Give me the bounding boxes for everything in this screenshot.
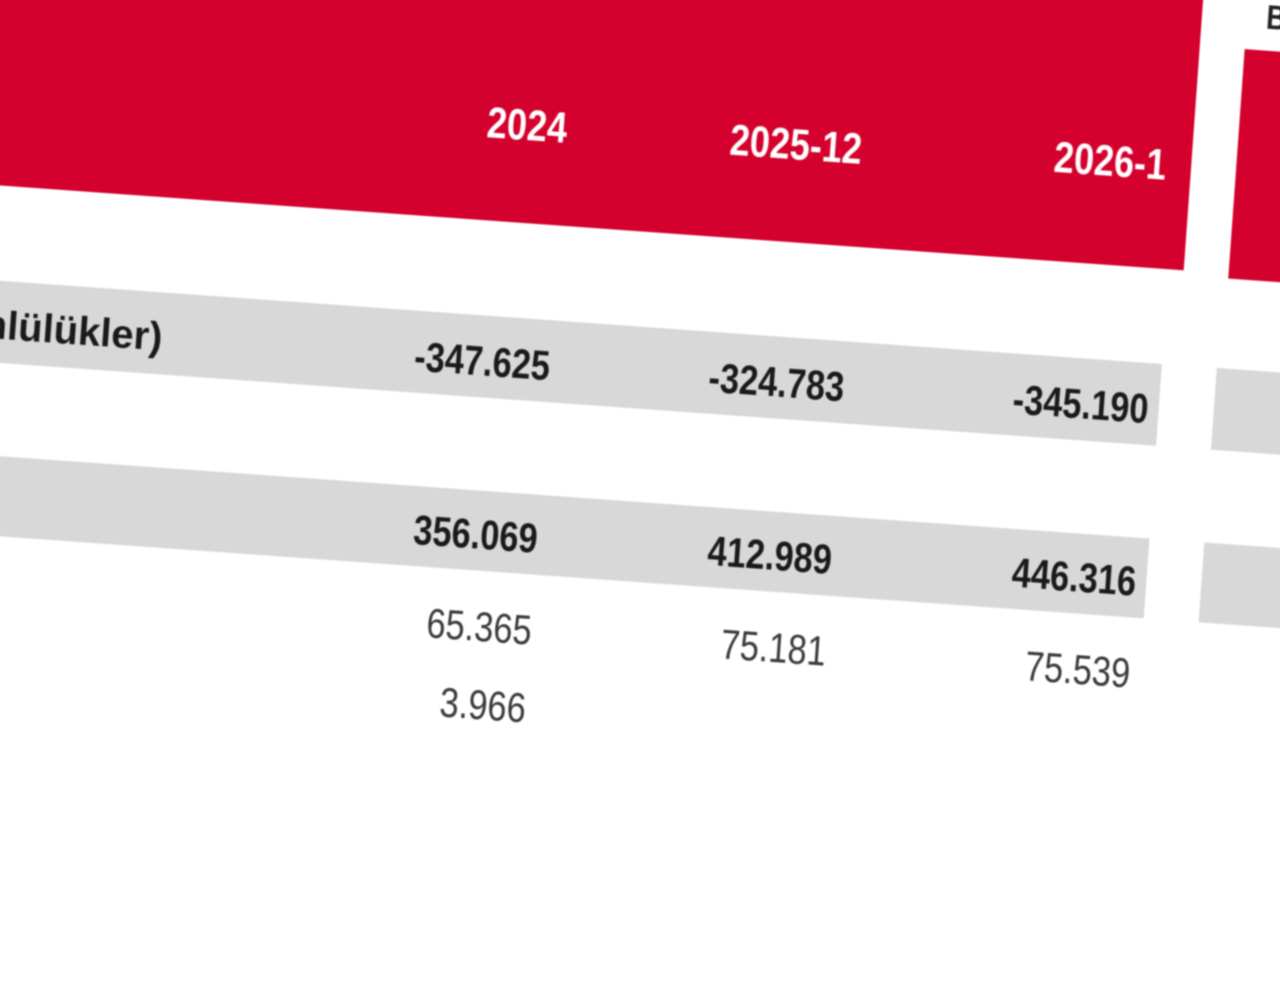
header-band xyxy=(0,0,1206,271)
column-header: 2026-1 xyxy=(1052,132,1168,190)
page: B 2024 2025-12 2026-1 mlülükler) -347.625 -32… xyxy=(0,0,1280,731)
row-band xyxy=(1210,367,1280,465)
cell: -324.783 xyxy=(707,353,847,411)
cell: 356.069 xyxy=(412,505,540,562)
cell: 65.365 xyxy=(424,599,533,654)
column-header: 2025-12 xyxy=(727,115,864,174)
cell: 446.316 xyxy=(1010,548,1139,605)
row-band xyxy=(0,450,1150,619)
cell: 75.539 xyxy=(1023,642,1132,697)
cell: 412.989 xyxy=(706,527,834,583)
cell: -347.625 xyxy=(412,332,552,390)
cell: 3.966 xyxy=(438,678,528,732)
row-band xyxy=(1198,542,1280,637)
side-header: B xyxy=(1265,0,1280,38)
column-header: 2024 xyxy=(485,98,570,153)
cell: -345.190 xyxy=(1011,375,1151,433)
row-band xyxy=(0,275,1162,446)
cell: 75.181 xyxy=(718,620,828,675)
side-header-band xyxy=(1228,49,1280,293)
